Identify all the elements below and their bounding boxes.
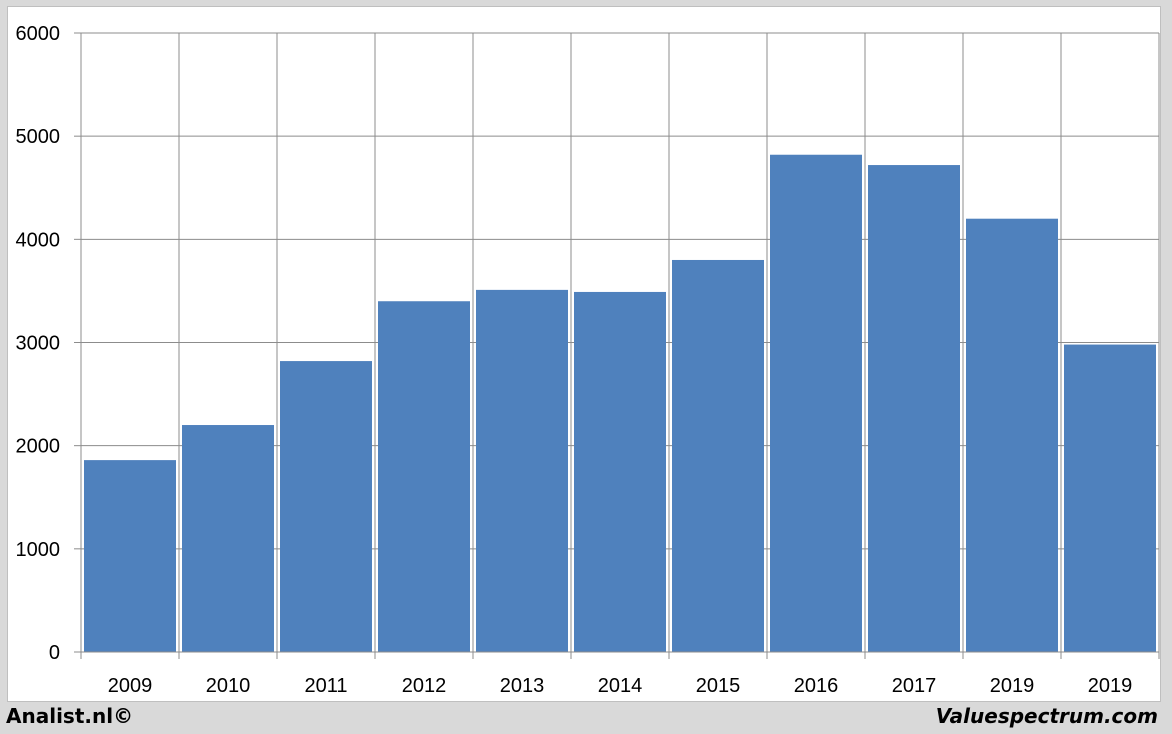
x-tick-labels: 2009 2010 2011 2012 2013 2014 2015 2016 2017 2019… [108, 675, 1133, 697]
x-tick-label: 2014 [598, 675, 643, 697]
x-tick-label: 2017 [892, 675, 937, 697]
bar-2011-2 [280, 361, 372, 652]
x-tick-label: 2011 [304, 675, 347, 697]
x-tick-label: 2009 [108, 675, 153, 697]
bar-2010-1 [182, 425, 274, 652]
bar-2019-10 [1064, 344, 1156, 652]
x-tick-label: 2019 [1088, 675, 1133, 697]
bar-2016-7 [770, 154, 862, 652]
bar-2012-3 [378, 301, 470, 652]
source-credit-left: Analist.nl© [6, 704, 134, 728]
y-tick-label: 6000 [16, 23, 61, 45]
x-tick-label: 2010 [206, 675, 251, 697]
y-tick-labels: 0 1000 2000 3000 4000 5000 6000 [16, 23, 61, 664]
x-tick-label: 2016 [794, 675, 839, 697]
axes-layer [74, 32, 1160, 659]
x-tick-label: 2015 [696, 675, 741, 697]
bar-2017-8 [868, 165, 960, 652]
y-tick-label: 5000 [16, 126, 61, 148]
x-tick-label: 2012 [402, 675, 447, 697]
y-tick-label: 0 [49, 642, 60, 664]
y-tick-label: 2000 [16, 436, 61, 458]
bar-2013-4 [476, 289, 568, 652]
x-tick-label: 2019 [990, 675, 1035, 697]
bar-2014-5 [574, 291, 666, 652]
bar-2019-9 [966, 218, 1058, 652]
bar-2015-6 [672, 259, 764, 652]
bars-layer [84, 154, 1156, 652]
bar-2009-0 [84, 460, 176, 652]
y-tick-label: 1000 [16, 539, 61, 561]
y-tick-label: 4000 [16, 229, 61, 251]
x-tick-label: 2013 [500, 675, 545, 697]
y-tick-label: 3000 [16, 333, 61, 355]
source-credit-right: Valuespectrum.com [935, 704, 1158, 728]
